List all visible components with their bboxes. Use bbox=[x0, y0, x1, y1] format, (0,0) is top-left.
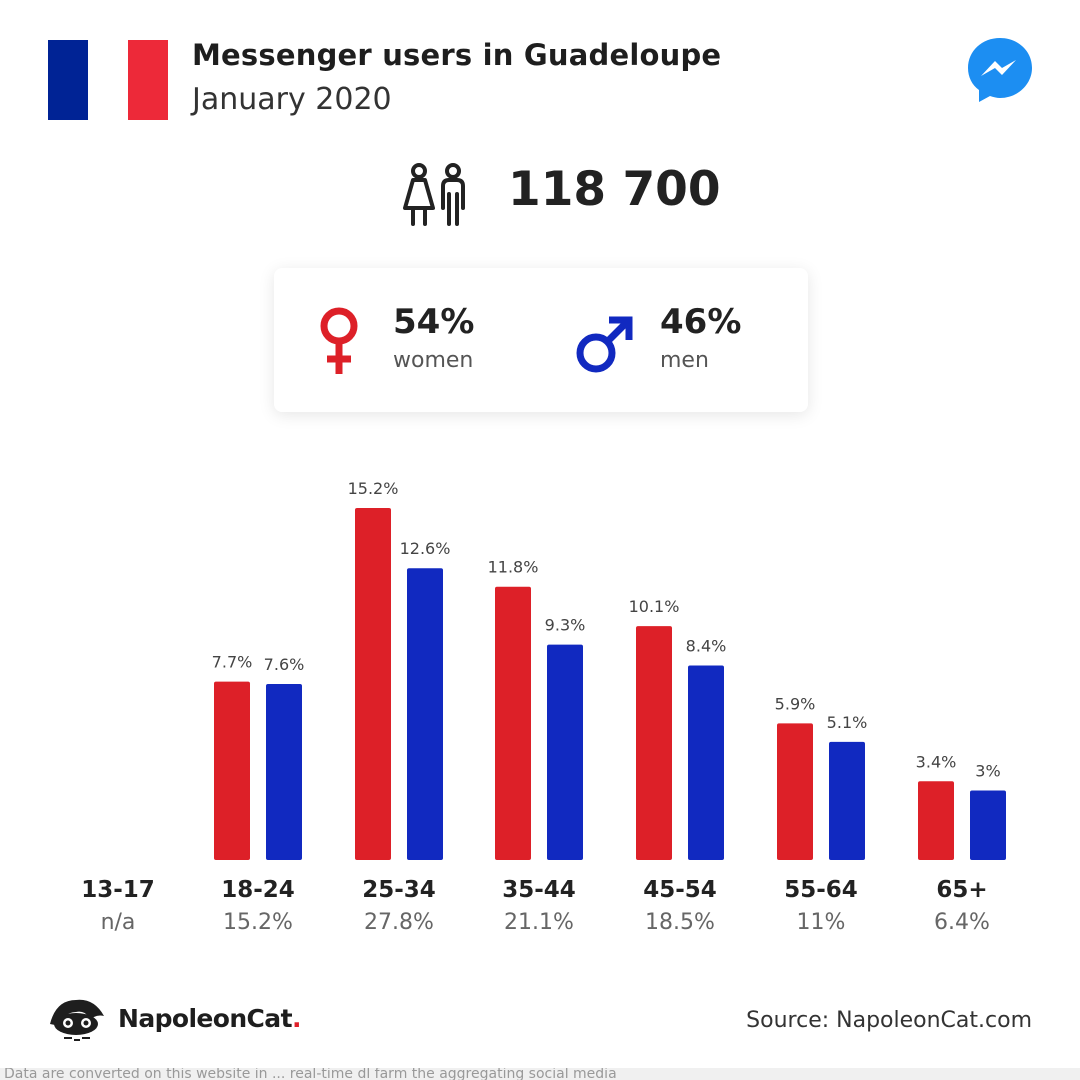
age-group-total: 18.5% bbox=[645, 910, 715, 935]
bar-women-35-44 bbox=[495, 586, 531, 860]
bar-men-35-44 bbox=[547, 644, 583, 860]
bar-women-65+ bbox=[918, 781, 954, 860]
bar-label-women-65+: 3.4% bbox=[916, 752, 957, 771]
bar-label-men-65+: 3% bbox=[975, 762, 1000, 781]
bar-label-men-45-54: 8.4% bbox=[686, 636, 727, 655]
women-percent: 54% bbox=[393, 302, 475, 342]
age-group-label: 35-44 bbox=[502, 877, 576, 903]
bar-men-45-54 bbox=[688, 665, 724, 860]
age-group-total: n/a bbox=[100, 910, 136, 935]
age-chart: 7.7% 7.6% 15.2% 12.6% 11.8% 9.3% 10.1% 8.4% 5.9%… bbox=[212, 479, 1006, 860]
age-group-total: 27.8% bbox=[364, 910, 434, 935]
bar-label-women-45-54: 10.1% bbox=[629, 597, 680, 616]
bar-men-65+ bbox=[970, 790, 1006, 860]
bar-label-women-18-24: 7.7% bbox=[212, 653, 253, 672]
bar-women-18-24 bbox=[214, 681, 250, 860]
men-label: men bbox=[660, 348, 709, 373]
bar-label-women-55-64: 5.9% bbox=[775, 694, 816, 713]
bar-women-45-54 bbox=[636, 626, 672, 860]
gender-card: 54% women 46% men bbox=[274, 268, 808, 412]
age-group-label: 65+ bbox=[936, 877, 988, 903]
flag-red-stripe bbox=[128, 40, 168, 120]
source-text: Source: NapoleonCat.com bbox=[746, 1008, 1032, 1033]
flag-icon bbox=[48, 40, 168, 120]
bar-men-18-24 bbox=[266, 684, 302, 860]
age-group-label: 55-64 bbox=[784, 877, 858, 903]
bar-label-women-25-34: 15.2% bbox=[348, 479, 399, 498]
cut-off-footer-text: Data are converted on this website in ..… bbox=[4, 1068, 617, 1080]
men-percent: 46% bbox=[660, 302, 742, 342]
flag-blue-stripe bbox=[48, 40, 88, 120]
bar-label-men-25-34: 12.6% bbox=[400, 539, 451, 558]
page-title: Messenger users in Guadeloupe bbox=[192, 38, 722, 72]
male-icon bbox=[576, 316, 633, 373]
bar-label-men-55-64: 5.1% bbox=[827, 713, 868, 732]
bar-men-25-34 bbox=[407, 568, 443, 860]
age-group-total: 6.4% bbox=[934, 910, 990, 935]
age-group-label: 45-54 bbox=[643, 877, 717, 903]
brand-name: NapoleonCat. bbox=[118, 1004, 301, 1033]
messenger-icon bbox=[968, 38, 1032, 102]
cut-off-footer-note: Data are converted on this website in ..… bbox=[0, 1068, 1080, 1080]
bar-men-55-64 bbox=[829, 741, 865, 860]
age-group-label: 25-34 bbox=[362, 877, 436, 903]
total-users: 118 700 bbox=[508, 162, 721, 217]
age-group-total: 11% bbox=[796, 910, 846, 935]
age-group-label: 18-24 bbox=[221, 877, 295, 903]
age-group-total: 21.1% bbox=[504, 910, 574, 935]
female-icon bbox=[320, 307, 358, 374]
bar-label-women-35-44: 11.8% bbox=[488, 558, 539, 577]
bar-women-55-64 bbox=[777, 723, 813, 860]
bar-women-25-34 bbox=[355, 508, 391, 860]
bar-label-men-18-24: 7.6% bbox=[264, 655, 305, 674]
women-label: women bbox=[393, 348, 474, 373]
age-group-label: 13-17 bbox=[81, 877, 155, 903]
napoleoncat-logo bbox=[50, 999, 104, 1041]
page-subtitle: January 2020 bbox=[192, 82, 392, 117]
age-group-total: 15.2% bbox=[223, 910, 293, 935]
bar-label-men-35-44: 9.3% bbox=[545, 616, 586, 635]
people-icon bbox=[403, 163, 465, 226]
